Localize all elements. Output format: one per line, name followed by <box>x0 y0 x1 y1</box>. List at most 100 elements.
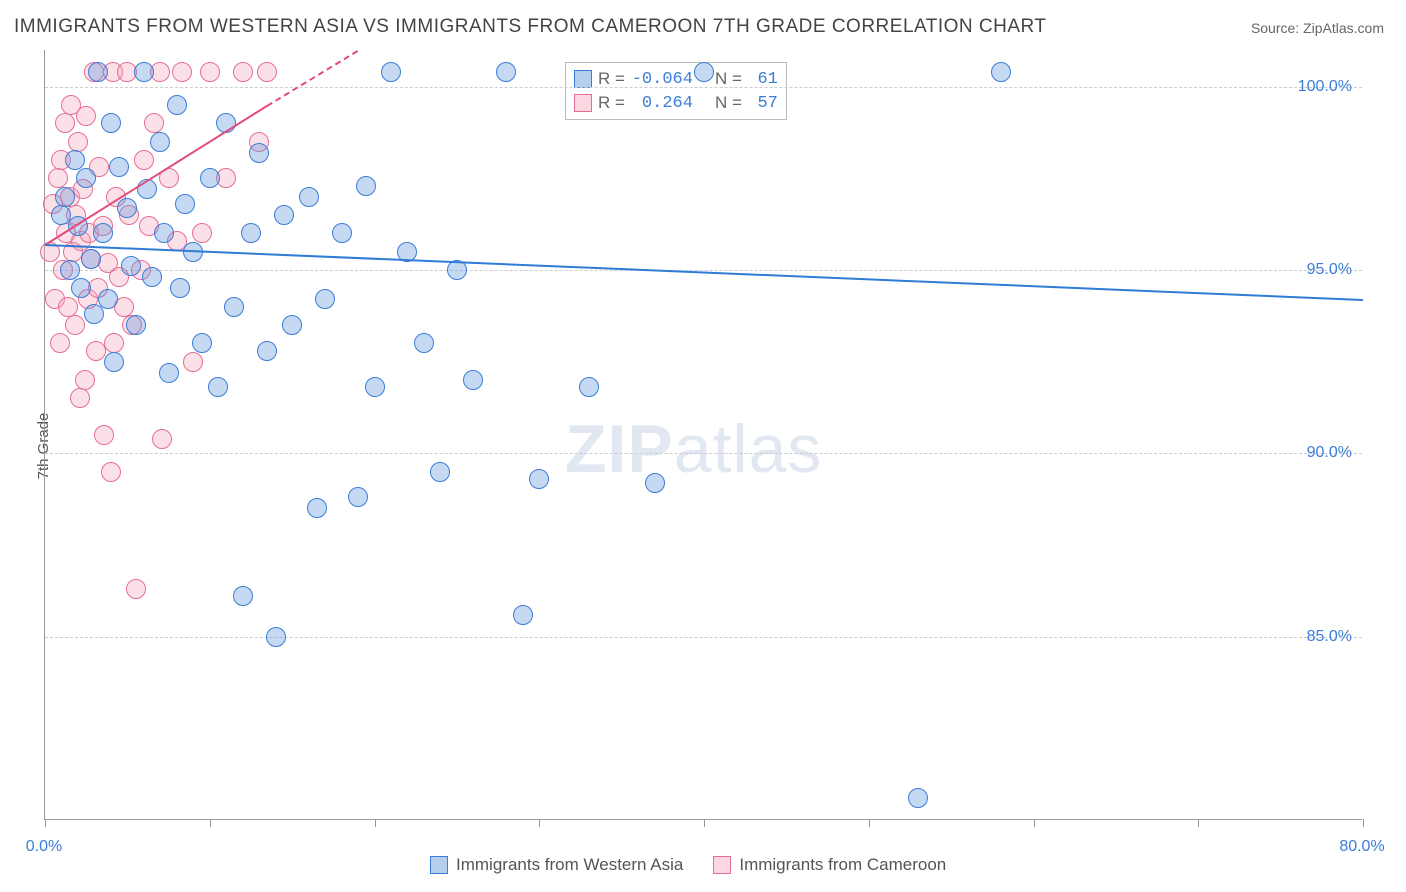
data-point <box>142 267 162 287</box>
correlation-legend: R = -0.064N = 61R = 0.264N = 57 <box>565 62 787 120</box>
x-tick <box>1363 819 1364 827</box>
data-point <box>192 223 212 243</box>
data-point <box>172 62 192 82</box>
data-point <box>71 278 91 298</box>
legend-label: Immigrants from Cameroon <box>739 855 946 875</box>
x-tick <box>210 819 211 827</box>
data-point <box>224 297 244 317</box>
x-tick <box>1034 819 1035 827</box>
x-tick <box>375 819 376 827</box>
x-tick <box>1198 819 1199 827</box>
data-point <box>81 249 101 269</box>
data-point <box>200 62 220 82</box>
data-point <box>68 132 88 152</box>
n-value: 57 <box>748 94 778 113</box>
data-point <box>274 205 294 225</box>
data-point <box>513 605 533 625</box>
data-point <box>991 62 1011 82</box>
x-tick <box>539 819 540 827</box>
data-point <box>208 377 228 397</box>
legend-swatch <box>574 94 592 112</box>
data-point <box>365 377 385 397</box>
y-tick-label: 85.0% <box>1307 628 1352 646</box>
data-point <box>86 341 106 361</box>
data-point <box>65 315 85 335</box>
data-point <box>75 370 95 390</box>
data-point <box>134 62 154 82</box>
data-point <box>307 498 327 518</box>
series-legend: Immigrants from Western Asia Immigrants f… <box>430 855 946 875</box>
data-point <box>496 62 516 82</box>
data-point <box>414 333 434 353</box>
data-point <box>101 462 121 482</box>
data-point <box>104 333 124 353</box>
x-tick-label: 80.0% <box>1339 838 1384 856</box>
data-point <box>645 473 665 493</box>
gridline-h <box>45 637 1362 638</box>
data-point <box>94 425 114 445</box>
data-point <box>126 579 146 599</box>
data-point <box>241 223 261 243</box>
data-point <box>282 315 302 335</box>
source-label: Source: ZipAtlas.com <box>1251 20 1384 36</box>
data-point <box>98 289 118 309</box>
data-point <box>529 469 549 489</box>
data-point <box>192 333 212 353</box>
trend-line <box>267 50 359 107</box>
data-point <box>76 106 96 126</box>
x-tick <box>704 819 705 827</box>
watermark-atlas: atlas <box>674 411 823 487</box>
x-tick <box>869 819 870 827</box>
data-point <box>200 168 220 188</box>
gridline-h <box>45 87 1362 88</box>
data-point <box>88 62 108 82</box>
r-value: -0.064 <box>631 70 693 89</box>
data-point <box>152 429 172 449</box>
data-point <box>134 150 154 170</box>
data-point <box>430 462 450 482</box>
data-point <box>908 788 928 808</box>
data-point <box>356 176 376 196</box>
data-point <box>332 223 352 243</box>
y-tick-label: 90.0% <box>1307 444 1352 462</box>
data-point <box>381 62 401 82</box>
watermark: ZIPatlas <box>565 410 822 488</box>
data-point <box>109 157 129 177</box>
legend-item: Immigrants from Cameroon <box>713 855 946 875</box>
data-point <box>55 113 75 133</box>
data-point <box>154 223 174 243</box>
legend-swatch <box>574 70 592 88</box>
data-point <box>55 187 75 207</box>
data-point <box>175 194 195 214</box>
gridline-h <box>45 453 1362 454</box>
chart-title: IMMIGRANTS FROM WESTERN ASIA VS IMMIGRAN… <box>14 16 1047 38</box>
data-point <box>70 388 90 408</box>
data-point <box>579 377 599 397</box>
data-point <box>257 62 277 82</box>
data-point <box>694 62 714 82</box>
data-point <box>58 297 78 317</box>
data-point <box>233 62 253 82</box>
n-label: N = <box>715 93 742 113</box>
data-point <box>167 95 187 115</box>
data-point <box>144 113 164 133</box>
data-point <box>137 179 157 199</box>
data-point <box>104 352 124 372</box>
data-point <box>170 278 190 298</box>
n-value: 61 <box>748 70 778 89</box>
data-point <box>183 352 203 372</box>
data-point <box>249 143 269 163</box>
legend-item: Immigrants from Western Asia <box>430 855 683 875</box>
scatter-plot-area: ZIPatlas R = -0.064N = 61R = 0.264N = 57… <box>44 50 1362 820</box>
x-tick-label: 0.0% <box>26 838 62 856</box>
data-point <box>93 223 113 243</box>
data-point <box>299 187 319 207</box>
legend-swatch <box>713 856 731 874</box>
data-point <box>121 256 141 276</box>
data-point <box>117 198 137 218</box>
r-value: 0.264 <box>631 94 693 113</box>
y-tick-label: 95.0% <box>1307 261 1352 279</box>
data-point <box>60 260 80 280</box>
x-tick <box>45 819 46 827</box>
legend-swatch <box>430 856 448 874</box>
